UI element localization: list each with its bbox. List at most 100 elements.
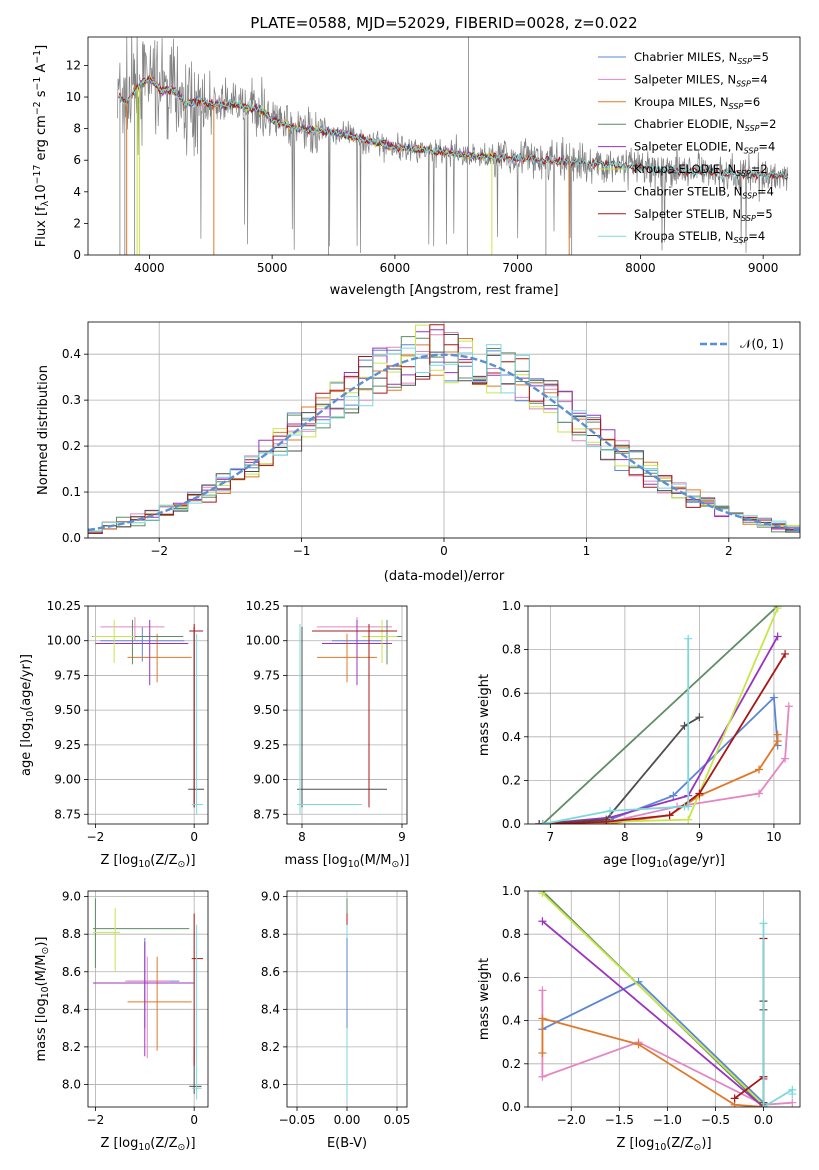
weight-point-chabrier_stelib [695,713,704,722]
errorbar-salpeter_stelib [189,624,204,808]
weight-point-salpeter_stelib [695,789,704,798]
y-tick-label: 10.00 [246,634,280,648]
x-tick-label: 5000 [257,261,288,275]
x-tick-label: 0.05 [384,1113,411,1127]
y-tick-label: 8.2 [261,1040,280,1054]
weight-point-chabrier_miles [669,791,678,800]
x-tick-label: −2 [87,1113,105,1127]
axes-frame [87,890,209,1108]
x-axis-label: E(B-V) [327,1136,367,1151]
weight-point-kroupa_stelib [684,802,693,811]
errorbar-salpeter_miles [317,617,392,641]
axes-frame [87,36,801,256]
errorbar-kroupa_miles [127,633,192,683]
y-axis-label: mass [log10(M/M⊙)] [34,937,51,1062]
x-tick-label: 7000 [502,261,533,275]
errorbar-chabrier_elodie [92,898,190,969]
axes-frame [286,890,408,1108]
weight-point-salpeter_stelib [665,811,674,820]
weight-line-chabrier_elodie [542,606,779,824]
y-axis-label: Flux [fλ10−17 erg cm−2 s−1 A−1] [32,45,51,247]
weight-point-salpeter_miles [781,754,790,763]
y-tick-label: 9.0 [62,890,81,904]
x-tick-label: 0.00 [334,1113,361,1127]
weight-point-kroupa_elodie [773,606,782,613]
chart-spectrum: 4000 5000 6000 7000 8000 9000 0 2 4 6 8 10 12 PLATE=0… [32,14,801,298]
y-tick-label: 0.8 [502,927,521,941]
y-tick-label: 1.0 [502,599,521,613]
x-tick-label: −1.0 [653,1113,682,1127]
y-tick-label: 6 [73,153,81,167]
y-tick-label: 0.2 [502,1057,521,1071]
weight-line-kroupa_stelib [542,638,690,824]
y-tick-label: 0.0 [502,817,521,831]
residuals-legend: 𝒩(0, 1) [700,337,784,351]
y-tick-label: 0.4 [62,347,81,361]
errorbar-salpeter_elodie [95,619,189,686]
weight-point-kroupa_elodie [538,891,547,898]
y-tick-label: 8.2 [62,1040,81,1054]
y-tick-label: 8.8 [62,927,81,941]
errorbar-chabrier_stelib [189,1046,202,1094]
legend-label-kroupa_miles: Kroupa MILES, NSSP=6 [634,95,760,111]
weight-point-kroupa_miles [634,1040,643,1049]
model-spectrum-kroupa_stelib [118,77,789,181]
y-tick-label: 9.25 [54,738,81,752]
weight-point-salpeter_elodie [773,632,782,641]
chart-age_vs_mass: 8 9 8.75 9.00 9.25 9.50 9.75 10.00 10.25 mass [lo… [246,599,410,870]
x-tick-label: −2.0 [557,1113,586,1127]
y-tick-label: 8.6 [261,965,280,979]
y-tick-label: 9.75 [54,668,81,682]
y-axis-label: age [log10(age/yr)] [19,654,36,776]
x-tick-label: 2 [725,544,733,558]
weight-point-chabrier_stelib [535,820,544,824]
y-tick-label: 10 [66,90,81,104]
y-tick-label: 9.00 [54,773,81,787]
y-axis-label: Normed distribution [36,365,51,495]
errorbar-kroupa_miles [127,956,192,1051]
x-tick-label: 1 [583,544,591,558]
errorbar-kroupa_elodie [92,907,121,972]
plot-area-mass_vs_Z [88,891,208,1107]
errorbar-chabrier_miles [100,626,185,662]
weight-point-kroupa_stelib [759,919,768,928]
weight-point-kroupa_stelib [788,1090,797,1099]
x-tick-label: 0 [190,1113,198,1127]
plot-area-age_vs_mass [287,606,407,824]
axes-frame [87,605,209,825]
weight-line-chabrier_miles [542,695,779,824]
y-tick-label: 9.25 [253,738,280,752]
x-axis-label: Z [log10(Z/Z⊙)] [100,1136,195,1153]
y-tick-label: 9.0 [261,890,280,904]
plot-area-residuals [88,322,800,538]
spectrum-legend: Chabrier MILES, NSSP=5 Salpeter MILES, NS… [598,50,776,245]
histogram-kroupa_stelib [88,344,800,534]
y-tick-label: 9.00 [253,773,280,787]
y-tick-label: 9.50 [54,703,81,717]
legend-label-salpeter_miles: Salpeter MILES, NSSP=4 [634,72,768,88]
y-tick-label: 0.8 [502,643,521,657]
weight-line-kroupa_stelib [762,923,794,1107]
weight-point-kroupa_miles [538,1049,547,1057]
y-tick-label: 8.75 [54,807,81,821]
weight-point-salpeter_elodie [538,917,547,926]
x-tick-label: 8 [621,830,629,844]
legend-label-chabrier_miles: Chabrier MILES, NSSP=5 [634,50,769,66]
weight-line-salpeter_miles [542,706,790,824]
plot-area-weight_vs_Z [528,891,800,1107]
axes-frame [286,605,408,825]
legend-label-normal: 𝒩(0, 1) [740,337,784,351]
errorbar-kroupa_elodie [92,619,135,663]
y-tick-label: 0.0 [502,1100,521,1114]
x-tick-label: 7 [547,830,555,844]
x-tick-label: 9 [696,830,704,844]
weight-point-chabrier_stelib [680,721,689,730]
x-tick-label: −2 [150,544,168,558]
model-spectrum-chabrier_stelib [118,77,789,182]
x-axis-label: age [log10(age/yr)] [603,853,725,870]
x-axis-label: (data-model)/error [384,569,505,584]
legend-label-chabrier_stelib: Chabrier STELIB, NSSP=4 [634,184,774,200]
y-tick-label: 9.75 [253,668,280,682]
x-tick-label: 0 [440,544,448,558]
plot-area-mass_vs_ebv [287,891,407,1107]
